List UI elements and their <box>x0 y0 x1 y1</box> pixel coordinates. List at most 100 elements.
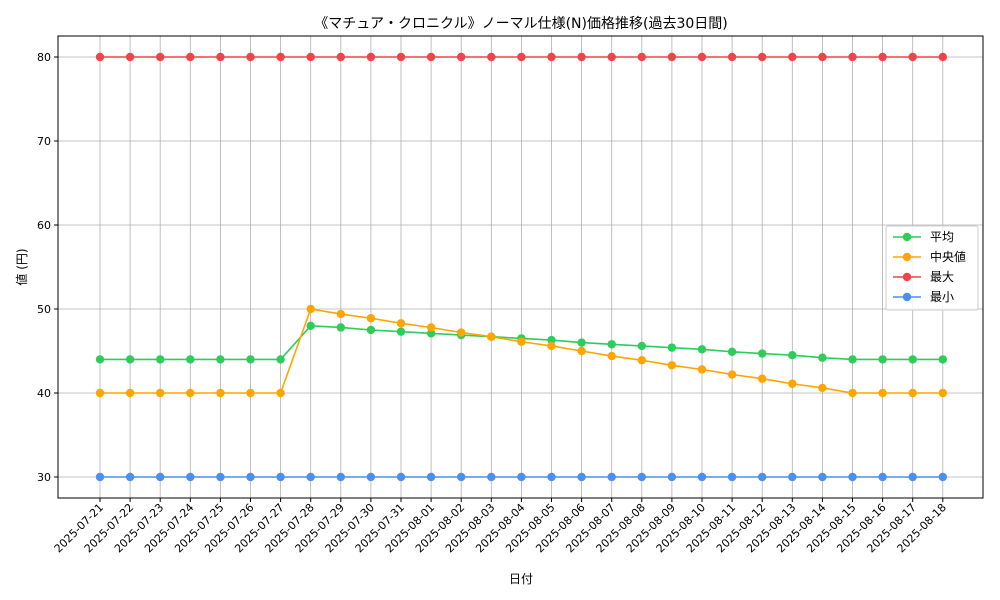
data-point <box>637 341 646 351</box>
y-tick-label: 70 <box>37 135 51 148</box>
data-point <box>396 319 406 328</box>
data-point <box>938 472 947 482</box>
data-point <box>908 472 917 482</box>
data-point <box>246 472 255 482</box>
series-2 <box>95 52 947 62</box>
data-point <box>517 52 526 62</box>
x-axis-label: 日付 <box>509 572 533 586</box>
data-point <box>818 383 827 393</box>
data-point <box>276 388 285 398</box>
data-point <box>788 52 797 62</box>
data-point <box>306 321 315 330</box>
data-point <box>517 337 526 346</box>
data-point <box>276 52 285 62</box>
data-point <box>607 351 616 361</box>
data-point <box>727 52 737 62</box>
data-point <box>336 323 345 332</box>
data-point <box>727 370 737 379</box>
data-point <box>95 52 105 62</box>
data-point <box>637 356 646 365</box>
data-point <box>547 472 556 482</box>
data-point <box>366 472 376 482</box>
data-point <box>216 355 225 364</box>
data-point <box>125 52 135 62</box>
data-point <box>426 323 436 332</box>
data-point <box>276 355 285 364</box>
data-point <box>758 374 767 383</box>
data-point <box>457 328 466 337</box>
data-point <box>667 52 677 62</box>
data-point <box>667 472 677 482</box>
data-point <box>607 340 616 349</box>
data-point <box>487 332 496 341</box>
data-point <box>366 314 376 323</box>
data-point <box>336 472 345 482</box>
data-point <box>186 472 195 482</box>
data-point <box>938 355 947 364</box>
data-point <box>95 472 105 482</box>
data-point <box>697 52 707 62</box>
y-axis-ticks: 30 40 50 60 70 80 <box>37 51 58 484</box>
data-point <box>758 472 767 482</box>
data-point <box>758 349 767 358</box>
legend-swatch-marker <box>902 272 912 282</box>
data-point <box>758 52 767 62</box>
data-point <box>938 52 947 62</box>
data-point <box>336 309 345 319</box>
data-point <box>366 325 376 335</box>
data-point <box>95 388 105 398</box>
data-point <box>95 355 105 364</box>
data-point <box>667 361 677 370</box>
data-point <box>547 52 556 62</box>
y-tick-label: 60 <box>37 219 51 232</box>
data-point <box>727 347 737 357</box>
data-point <box>306 304 315 314</box>
data-point <box>547 335 556 345</box>
data-point <box>788 472 797 482</box>
data-point <box>125 388 135 398</box>
legend-box <box>885 225 979 311</box>
data-point <box>186 388 195 398</box>
data-point <box>156 388 165 398</box>
data-point <box>878 355 887 364</box>
data-point <box>697 472 707 482</box>
data-point <box>818 472 827 482</box>
legend-label: 最大 <box>930 270 954 284</box>
data-point <box>336 52 345 62</box>
series-3 <box>95 472 947 482</box>
data-point <box>607 472 616 482</box>
y-axis-label: 値 (円) <box>14 248 29 285</box>
data-point <box>156 52 165 62</box>
data-point <box>908 388 917 398</box>
data-point <box>517 472 526 482</box>
y-tick-label: 50 <box>37 303 51 316</box>
y-tick-label: 80 <box>37 51 51 64</box>
data-point <box>186 355 195 364</box>
y-tick-label: 30 <box>37 471 51 484</box>
data-point <box>487 52 496 62</box>
data-point <box>216 388 225 398</box>
data-point <box>306 52 315 62</box>
data-point <box>908 52 917 62</box>
data-point <box>848 355 857 364</box>
data-point <box>878 52 887 62</box>
data-point <box>426 329 436 338</box>
data-point <box>426 472 436 482</box>
series-1 <box>95 304 947 398</box>
data-point <box>788 351 797 360</box>
data-point <box>667 343 677 352</box>
data-point <box>697 345 707 354</box>
data-point <box>426 52 436 62</box>
data-point <box>818 353 827 362</box>
series-layer <box>95 52 947 482</box>
legend-label: 最小 <box>930 290 954 304</box>
data-point <box>577 338 586 347</box>
legend-swatch-marker <box>902 232 912 242</box>
data-point <box>156 472 165 482</box>
data-point <box>878 388 887 398</box>
data-point <box>818 52 827 62</box>
data-point <box>216 52 225 62</box>
data-point <box>637 52 646 62</box>
data-point <box>848 472 857 482</box>
